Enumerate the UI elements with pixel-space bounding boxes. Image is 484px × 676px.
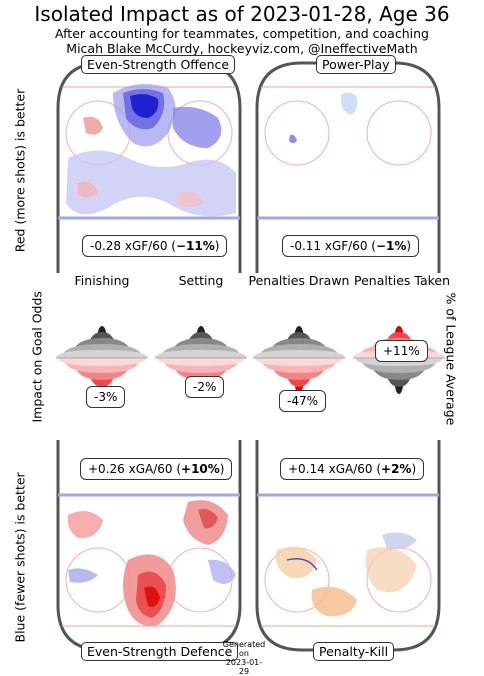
ev-offence-stat-prefix: -0.28 xGF/60 (: [90, 239, 176, 253]
chart-title: Isolated Impact as of 2023-01-28, Age 36: [34, 2, 450, 26]
chart-subtitle-1: After accounting for teammates, competit…: [55, 26, 429, 41]
power-play-stat-suffix: ): [406, 239, 412, 253]
power-play-stat: -0.11 xGF/60 (−1%): [282, 235, 420, 257]
rink-ev-defence: [56, 440, 242, 652]
value-label-setting: -2%: [185, 376, 225, 398]
ev-offence-stat-pct: −11%: [175, 239, 215, 253]
penalty-kill-stat-prefix: +0.14 xGA/60 (: [288, 462, 382, 476]
left-top-axis-label: Red (more shots) is better: [12, 88, 28, 253]
ev-defence-label: Even-Strength Defence: [81, 642, 239, 661]
violin-lower-tier-finishing: [58, 358, 146, 366]
category-label-finishing: Finishing: [74, 273, 130, 288]
generated-line-1: Generated: [222, 640, 266, 649]
ev-offence-stat: -0.28 xGF/60 (−11%): [82, 235, 228, 257]
generated-line-3: 2023-01-29: [225, 658, 263, 676]
category-label-penalties-drawn: Penalties Drawn: [248, 273, 350, 288]
value-label-penalties-drawn: -47%: [279, 390, 327, 412]
violin-upper-tier-penalties-drawn: [253, 350, 345, 358]
violin-upper-tier-setting: [155, 350, 247, 358]
ev-offence-stat-suffix: ): [214, 239, 220, 253]
violin-lower-tier-penalties-drawn: [255, 358, 343, 366]
power-play-label: Power-Play: [316, 55, 396, 74]
violin-lower-tier-setting: [157, 358, 245, 366]
ev-defence-stat: +0.26 xGA/60 (+10%): [80, 458, 233, 480]
category-label-penalties-taken: Penalties Taken: [353, 273, 451, 288]
value-label-penalties-taken: +11%: [375, 340, 428, 362]
ev-offence-label: Even-Strength Offence: [81, 55, 236, 74]
left-bottom-axis-label: Blue (fewer shots) is better: [12, 472, 28, 643]
ev-defence-stat-suffix: ): [219, 462, 225, 476]
power-play-stat-pct: −1%: [375, 239, 407, 253]
power-play-stat-prefix: -0.11 xGF/60 (: [290, 239, 376, 253]
rink-penalty-kill: [255, 440, 441, 652]
rink-ev-offence: [56, 61, 242, 273]
ev-defence-stat-prefix: +0.26 xGA/60 (: [88, 462, 182, 476]
chart-subtitle-2: Micah Blake McCurdy, hockeyviz.com, @Ine…: [66, 41, 418, 56]
penalty-kill-stat-pct: +2%: [381, 462, 412, 476]
value-label-finishing: -3%: [86, 386, 126, 408]
penalty-kill-label: Penalty-Kill: [313, 642, 395, 661]
penalty-kill-stat: +0.14 xGA/60 (+2%): [280, 458, 425, 480]
generated-line-2: on: [239, 649, 249, 658]
penalty-kill-stat-suffix: ): [411, 462, 417, 476]
category-label-setting: Setting: [178, 273, 224, 288]
violin-upper-tier-finishing: [56, 350, 148, 358]
ev-defence-stat-pct: +10%: [181, 462, 220, 476]
generated-stamp: Generated on 2023-01-29: [222, 640, 266, 676]
